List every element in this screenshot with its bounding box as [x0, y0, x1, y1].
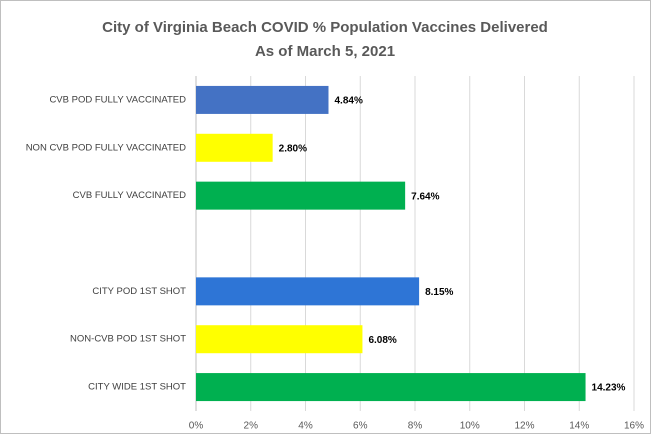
y-tick-label: CITY POD 1ST SHOT — [92, 286, 186, 297]
y-tick-label: NON CVB POD FULLY VACCINATED — [26, 142, 186, 153]
data-label: 6.08% — [368, 335, 396, 346]
bar — [196, 181, 406, 210]
data-label: 14.23% — [592, 383, 626, 394]
data-label: 4.84% — [334, 96, 362, 107]
data-label: 8.15% — [425, 287, 453, 298]
y-tick-label: CITY WIDE 1ST SHOT — [88, 382, 186, 393]
bar — [196, 133, 273, 162]
x-tick-label: 0% — [189, 421, 204, 432]
x-tick-label: 16% — [624, 421, 644, 432]
x-tick-label: 12% — [514, 421, 534, 432]
bar — [196, 325, 363, 354]
x-tick-label: 4% — [298, 421, 313, 432]
y-tick-label: CVB POD FULLY VACCINATED — [49, 94, 186, 105]
data-label: 7.64% — [411, 191, 439, 202]
x-tick-label: 14% — [569, 421, 589, 432]
x-tick-label: 2% — [244, 421, 259, 432]
x-tick-label: 6% — [353, 421, 368, 432]
data-label: 2.80% — [279, 143, 307, 154]
bar — [196, 85, 329, 114]
bar — [196, 373, 586, 402]
x-tick-label: 10% — [460, 421, 480, 432]
chart-title: City of Virginia Beach COVID % Populatio… — [102, 19, 548, 36]
bar — [196, 277, 420, 306]
y-tick-label: CVB FULLY VACCINATED — [73, 190, 186, 201]
x-tick-label: 8% — [408, 421, 423, 432]
chart-subtitle: As of March 5, 2021 — [255, 43, 395, 60]
y-tick-label: NON-CVB POD 1ST SHOT — [70, 334, 186, 345]
